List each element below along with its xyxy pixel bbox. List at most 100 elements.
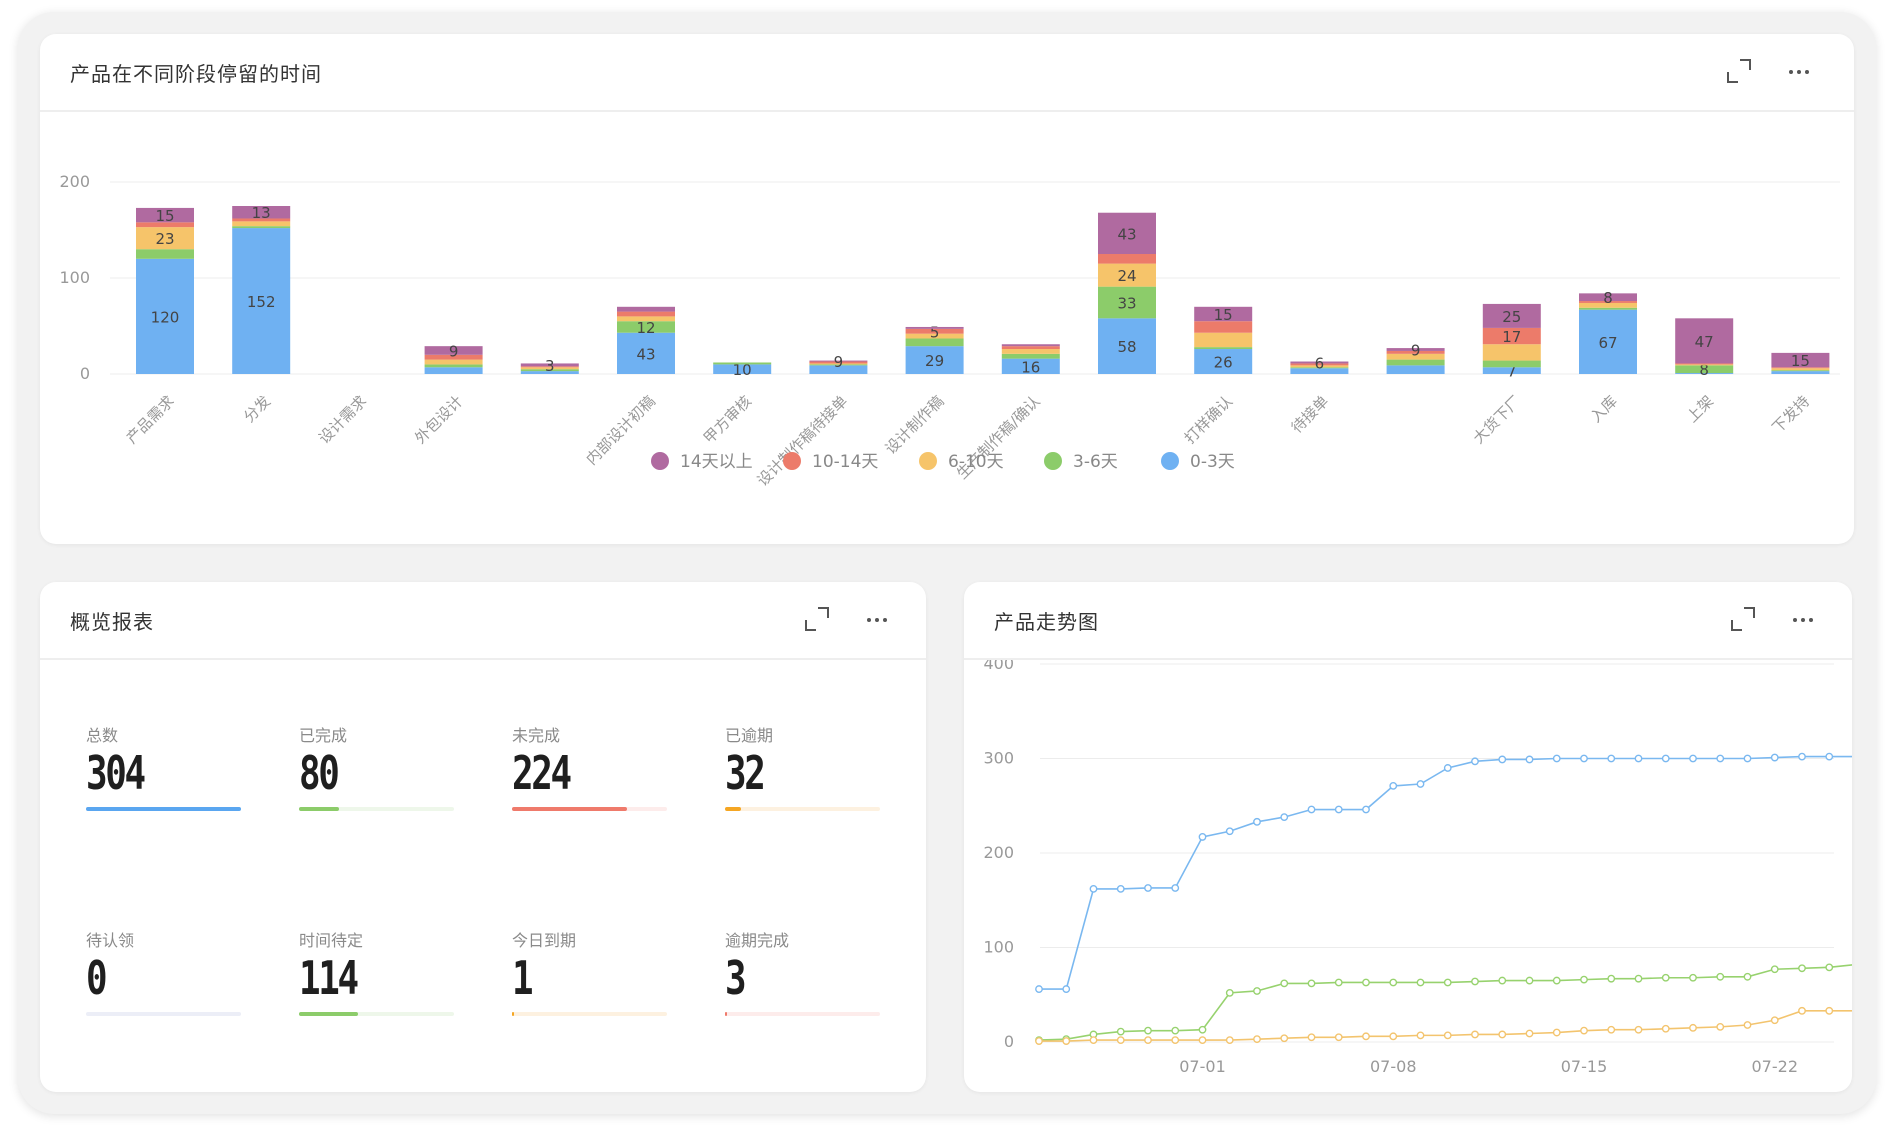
legend-marker (1044, 452, 1062, 470)
bar-data-label: 9 (834, 353, 844, 371)
bar-segment (905, 333, 964, 339)
stat-value: 80 (299, 746, 340, 800)
data-point (1634, 974, 1643, 983)
bar-segment (1290, 367, 1349, 369)
bar-segment (1579, 307, 1637, 310)
bar-segment (1290, 368, 1349, 374)
bar-segment (424, 359, 483, 365)
stat-value: 1 (512, 951, 534, 1005)
y-tick-label: 0 (80, 364, 90, 383)
bar-data-label: 15 (1791, 352, 1810, 370)
bar-segment (1482, 303, 1541, 328)
y-tick-label: 200 (59, 172, 90, 191)
bar-segment (1579, 301, 1637, 303)
data-point (1307, 805, 1316, 814)
bar-segment (1001, 353, 1060, 359)
bar-data-label: 120 (151, 308, 180, 326)
data-point (1498, 976, 1507, 985)
bar-data-label: 3 (545, 357, 555, 375)
bar-data-label: 13 (252, 204, 271, 222)
data-point (1525, 1029, 1534, 1038)
data-point (1035, 1037, 1043, 1045)
data-point (1116, 1027, 1125, 1036)
data-point (1770, 965, 1779, 974)
bar-data-label: 33 (1117, 294, 1136, 312)
bar-segment (424, 364, 483, 368)
stat-progress-fill (299, 1012, 358, 1016)
series-line (1039, 755, 1852, 990)
bar-segment (617, 332, 675, 374)
bar-segment (809, 363, 868, 365)
bar-segment (1482, 344, 1541, 361)
stat-item: 逾期完成 3 (725, 927, 880, 1037)
stat-progress-track (725, 807, 880, 811)
data-point (1280, 1034, 1289, 1043)
bar-data-label: 152 (247, 293, 276, 311)
data-point (1089, 1036, 1098, 1045)
data-point (1443, 978, 1452, 987)
bar-data-label: 16 (1021, 358, 1040, 376)
bar-segment (1194, 347, 1253, 350)
stat-value: 224 (512, 746, 572, 800)
bar-segment (809, 365, 868, 374)
data-point (1716, 1022, 1725, 1031)
stat-progress-track (512, 1012, 667, 1016)
bar-segment (520, 367, 579, 370)
trend-line-chart: 0 100 200 300 400 07-01 07-08 07-15 07-22 (983, 660, 1852, 1076)
bar-segment (1482, 367, 1541, 374)
bar-segment (136, 249, 194, 259)
data-point (1225, 827, 1234, 836)
bar-segment (713, 364, 772, 374)
data-point (1116, 1036, 1125, 1045)
data-point (1661, 973, 1670, 982)
bar-segment (424, 354, 483, 360)
bar-segment (1290, 363, 1349, 366)
x-tick-label: 甲方审核 (700, 392, 755, 447)
data-point (1716, 754, 1725, 763)
data-point (1416, 780, 1425, 788)
legend-marker (651, 452, 669, 470)
bar-segment (713, 362, 772, 365)
overview-card: 概览报表 总数 304 已完成 80 未完成 224 已逾期 32 待认领 0 时间待定 114 今日到… (40, 582, 926, 1092)
more-dots-icon[interactable] (1788, 604, 1818, 634)
data-point (1634, 1025, 1643, 1034)
bar-segment (905, 328, 964, 334)
bar-data-label: 12 (636, 319, 655, 337)
bar-segment (617, 321, 675, 333)
data-point (1607, 754, 1616, 763)
bar-segment (232, 221, 291, 227)
bar-segment (136, 207, 194, 223)
bar-data-label: 24 (1117, 267, 1136, 285)
x-tick-label: 入库 (1587, 392, 1621, 426)
data-point (1552, 754, 1561, 763)
x-tick-label: 07-22 (1752, 1057, 1799, 1076)
bar-data-label: 43 (636, 345, 655, 363)
more-dots-icon[interactable] (862, 604, 892, 634)
bar-segment (1098, 212, 1156, 254)
more-dots-icon[interactable] (1784, 56, 1814, 86)
legend-label: 14天以上 (680, 452, 753, 472)
card-header: 产品走势图 (964, 582, 1852, 660)
bar-segment (1194, 306, 1253, 322)
y-tick-label: 100 (59, 268, 90, 287)
expand-icon[interactable] (802, 604, 832, 634)
data-point (1798, 1006, 1806, 1015)
bar-segment (1771, 371, 1830, 374)
stat-value: 32 (725, 746, 766, 800)
expand-icon[interactable] (1724, 56, 1754, 86)
stat-value: 3 (725, 951, 747, 1005)
data-point (1634, 754, 1643, 763)
x-tick-label: 产品需求 (123, 392, 178, 447)
stat-label: 已完成 (299, 726, 348, 745)
bar-segment (617, 306, 675, 312)
data-point (1825, 1006, 1834, 1015)
data-point (1580, 754, 1588, 763)
bar-segment (520, 371, 579, 374)
stat-item: 已逾期 32 (725, 722, 880, 832)
data-point (1471, 757, 1479, 766)
expand-icon[interactable] (1728, 604, 1758, 634)
bar-segment (1386, 350, 1445, 354)
data-point (1552, 976, 1561, 985)
data-point (1144, 884, 1152, 892)
stat-progress-track (512, 807, 667, 811)
